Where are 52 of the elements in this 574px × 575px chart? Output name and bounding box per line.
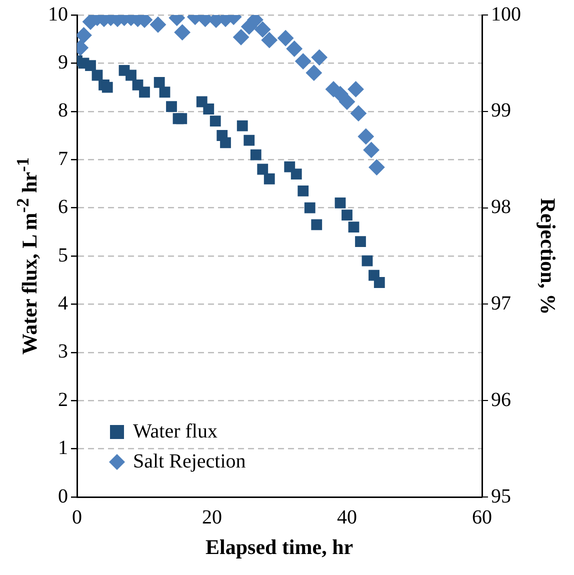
point (154, 77, 165, 88)
point (159, 86, 170, 98)
y-tick-label: 7 (58, 148, 68, 170)
point (220, 137, 231, 148)
legend-label: Salt Rejection (133, 450, 246, 472)
y2-tick-label: 99 (491, 100, 511, 122)
y2-tick-label: 98 (491, 196, 511, 218)
point (92, 70, 103, 81)
point (257, 164, 268, 175)
point (126, 70, 136, 81)
point (348, 222, 360, 233)
point (342, 210, 352, 220)
y2-tick-label: 97 (491, 292, 511, 314)
point (210, 116, 221, 126)
y-tick-label: 10 (48, 3, 68, 26)
point (334, 198, 346, 208)
x-tick-label: 40 (337, 506, 357, 528)
point (166, 101, 177, 112)
x-axis-title: Elapsed time, hr (206, 535, 354, 560)
point (102, 82, 113, 93)
point (250, 149, 262, 160)
x-tick-label: 0 (72, 506, 82, 528)
point (355, 236, 366, 247)
y-tick-label: 1 (58, 437, 68, 460)
legend-label: Water flux (133, 420, 218, 442)
point (85, 60, 96, 72)
point (176, 113, 188, 124)
x-tick-label: 60 (472, 506, 492, 528)
y2-tick-label: 96 (491, 388, 511, 411)
y-tick-label: 2 (58, 388, 68, 411)
y-tick-label: 5 (58, 244, 68, 266)
y2-tick-label: 95 (491, 485, 511, 508)
y2-axis-title: Rejection, % (534, 198, 560, 314)
point (362, 255, 373, 266)
y-tick-label: 9 (58, 51, 68, 74)
y-tick-label: 3 (58, 340, 68, 363)
point (203, 104, 214, 114)
point (374, 277, 385, 288)
point (236, 120, 248, 132)
y-tick-label: 8 (58, 100, 68, 122)
x-tick-label: 20 (202, 506, 222, 528)
point (304, 202, 316, 214)
point (298, 185, 309, 196)
y2-tick-label: 100 (491, 3, 521, 26)
y-tick-label: 0 (58, 485, 68, 508)
point (290, 168, 302, 180)
point (139, 86, 150, 98)
y-tick-label: 6 (58, 196, 68, 218)
point (244, 134, 255, 146)
y-tick-label: 4 (58, 292, 68, 314)
point (311, 219, 322, 230)
point (264, 173, 275, 184)
